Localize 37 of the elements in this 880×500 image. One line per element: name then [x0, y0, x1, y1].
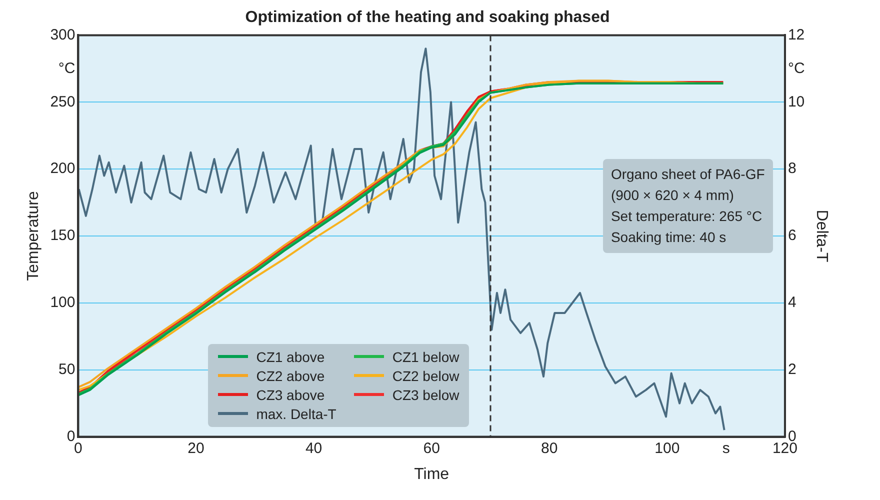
y-tick-label: 50 [58, 361, 76, 378]
y-tick-label: 0 [66, 428, 76, 445]
legend-label: CZ2 below [392, 368, 460, 384]
y-tick-label: 250 [50, 93, 76, 110]
chart-title: Optimization of the heating and soaking phased [245, 9, 610, 26]
y-axis-title: Temperature [25, 190, 42, 281]
y2-tick-label: °C [788, 60, 805, 77]
legend-label: CZ3 above [256, 386, 325, 403]
x-tick-label: 100 [654, 440, 680, 457]
y2-tick-label: 4 [788, 294, 796, 312]
y-tick-label: 100 [50, 294, 76, 312]
y-tick-label: 200 [50, 160, 76, 178]
annotation: (900 × 620 × 4 mm) [610, 186, 735, 206]
y2-tick-label: 6 [788, 227, 796, 244]
y2-tick-label: 8 [788, 160, 796, 178]
y2-tick-label: 2 [788, 361, 796, 378]
x-axis-title: Time [414, 466, 450, 483]
annotation: Organo sheet of PA6-GF [610, 165, 765, 184]
annotation: Soaking time: 40 s [610, 228, 728, 248]
y-tick-label: 300 [50, 26, 76, 44]
legend-label: CZ1 below [392, 348, 460, 365]
y2-tick-label: 10 [788, 93, 805, 110]
legend-label: max. Delta-T [256, 406, 336, 422]
x-tick-label: 40 [305, 440, 322, 457]
y-tick-label: °C [58, 60, 76, 77]
y2-axis-title: Delta-T [812, 210, 830, 262]
x-tick-label: s [722, 440, 730, 457]
legend-label: CZ3 below [392, 386, 460, 403]
annotation: Set temperature: 265 °C [610, 207, 764, 226]
y2-tick-label: 12 [788, 26, 805, 44]
x-tick-label: 20 [188, 440, 204, 457]
y-tick-label: 150 [50, 227, 76, 244]
x-tick-label: 120 [772, 440, 798, 457]
legend-label: CZ2 above [256, 368, 325, 384]
x-tick-label: 60 [423, 440, 440, 457]
legend-label: CZ1 above [256, 348, 325, 365]
x-tick-label: 80 [541, 440, 558, 457]
